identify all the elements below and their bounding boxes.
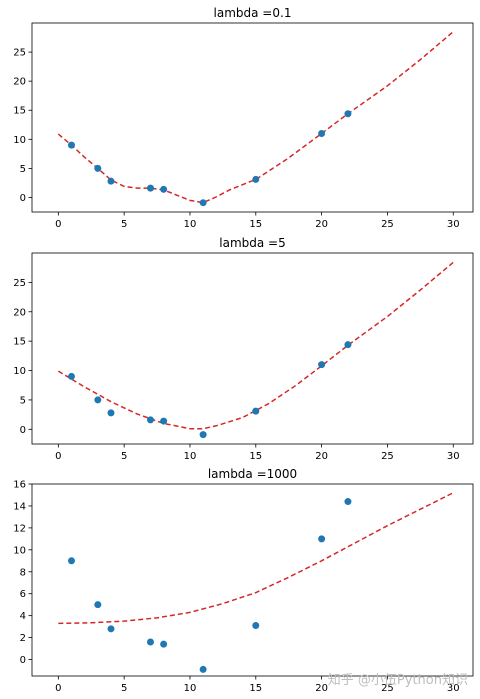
data-point xyxy=(318,129,326,137)
data-point xyxy=(107,409,115,417)
y-tick-label: 0 xyxy=(20,425,26,436)
data-point xyxy=(94,396,102,404)
data-point xyxy=(146,416,154,424)
x-tick-label: 5 xyxy=(121,219,127,230)
data-point xyxy=(160,185,168,193)
y-tick-label: 5 xyxy=(20,395,26,406)
y-tick-label: 16 xyxy=(13,480,26,491)
x-tick-label: 25 xyxy=(381,451,394,462)
axes-frame xyxy=(31,252,474,445)
y-tick-label: 5 xyxy=(20,164,26,175)
x-tick-label: 15 xyxy=(249,219,262,230)
chart-title: lambda =1000 xyxy=(208,467,297,481)
chart-panel-2: lambda =5 0 5 10 15 20 25 30 0 5 10 15 20 25 xyxy=(13,236,474,462)
x-tick-label: 10 xyxy=(184,219,197,230)
y-tick-label: 6 xyxy=(20,589,26,600)
data-point xyxy=(344,110,352,118)
chart-title: lambda =0.1 xyxy=(214,6,292,20)
y-tick-label: 15 xyxy=(13,337,26,348)
y-tick-label: 12 xyxy=(13,523,26,534)
y-tick-label: 8 xyxy=(20,567,26,578)
data-point xyxy=(67,141,75,149)
data-point xyxy=(199,431,207,439)
y-tick-label: 4 xyxy=(20,611,26,622)
data-point xyxy=(107,177,115,185)
x-tick-label: 30 xyxy=(447,683,460,694)
data-point xyxy=(252,622,260,630)
data-point xyxy=(146,184,154,192)
data-point xyxy=(318,535,326,543)
data-point xyxy=(199,665,207,673)
x-tick-label: 20 xyxy=(315,683,328,694)
y-tick-label: 20 xyxy=(13,77,26,88)
chart-panel-3: lambda =1000 0 5 10 15 20 25 30 0 2 4 6 8 10 12 14 16 xyxy=(13,467,474,694)
data-point xyxy=(146,638,154,646)
watermark-text: 知乎 @小伍Python知识 xyxy=(328,672,468,688)
data-point xyxy=(252,407,260,415)
plot-area xyxy=(58,492,454,673)
chart-panel-1: lambda =0.1 0 5 10 15 20 25 30 0 5 10 15 20 25 xyxy=(13,6,474,230)
y-tick-label: 14 xyxy=(13,501,26,512)
plot-area xyxy=(57,31,454,207)
data-point xyxy=(252,175,260,183)
x-tick-label: 0 xyxy=(55,683,61,694)
y-tick-label: 20 xyxy=(13,307,26,318)
data-point xyxy=(107,625,115,633)
data-point xyxy=(344,498,352,506)
x-tick-label: 5 xyxy=(121,451,127,462)
y-tick-label: 2 xyxy=(20,633,26,644)
x-tick-label: 5 xyxy=(121,683,127,694)
axes-frame xyxy=(31,483,474,677)
y-tick-label: 10 xyxy=(13,135,26,146)
x-tick-label: 20 xyxy=(315,219,328,230)
y-tick-label: 15 xyxy=(13,106,26,117)
x-tick-label: 30 xyxy=(447,219,460,230)
data-point xyxy=(94,601,102,609)
fitted-curve-line xyxy=(57,261,454,430)
x-tick-label: 25 xyxy=(381,683,394,694)
data-point xyxy=(160,417,168,425)
data-point xyxy=(160,640,168,648)
data-point xyxy=(318,361,326,369)
y-tick-label: 0 xyxy=(20,193,26,204)
fitted-curve-line xyxy=(57,31,454,204)
x-tick-label: 0 xyxy=(55,219,61,230)
data-point xyxy=(94,164,102,172)
chart-title: lambda =5 xyxy=(219,236,285,250)
x-tick-label: 10 xyxy=(184,683,197,694)
plot-area xyxy=(57,261,454,439)
x-tick-label: 15 xyxy=(249,451,262,462)
fitted-curve-line xyxy=(58,492,454,625)
data-point xyxy=(199,199,207,207)
data-point xyxy=(67,372,75,380)
y-tick-label: 0 xyxy=(20,655,26,666)
x-tick-label: 25 xyxy=(381,219,394,230)
data-point xyxy=(344,341,352,349)
x-tick-label: 0 xyxy=(55,451,61,462)
x-tick-label: 15 xyxy=(249,683,262,694)
axes-frame xyxy=(31,22,474,213)
x-tick-label: 10 xyxy=(184,451,197,462)
y-tick-label: 25 xyxy=(13,48,26,59)
y-tick-label: 10 xyxy=(13,545,26,556)
data-point xyxy=(67,557,75,565)
x-tick-label: 30 xyxy=(447,451,460,462)
y-tick-label: 25 xyxy=(13,278,26,289)
x-tick-label: 20 xyxy=(315,451,328,462)
y-tick-label: 10 xyxy=(13,366,26,377)
